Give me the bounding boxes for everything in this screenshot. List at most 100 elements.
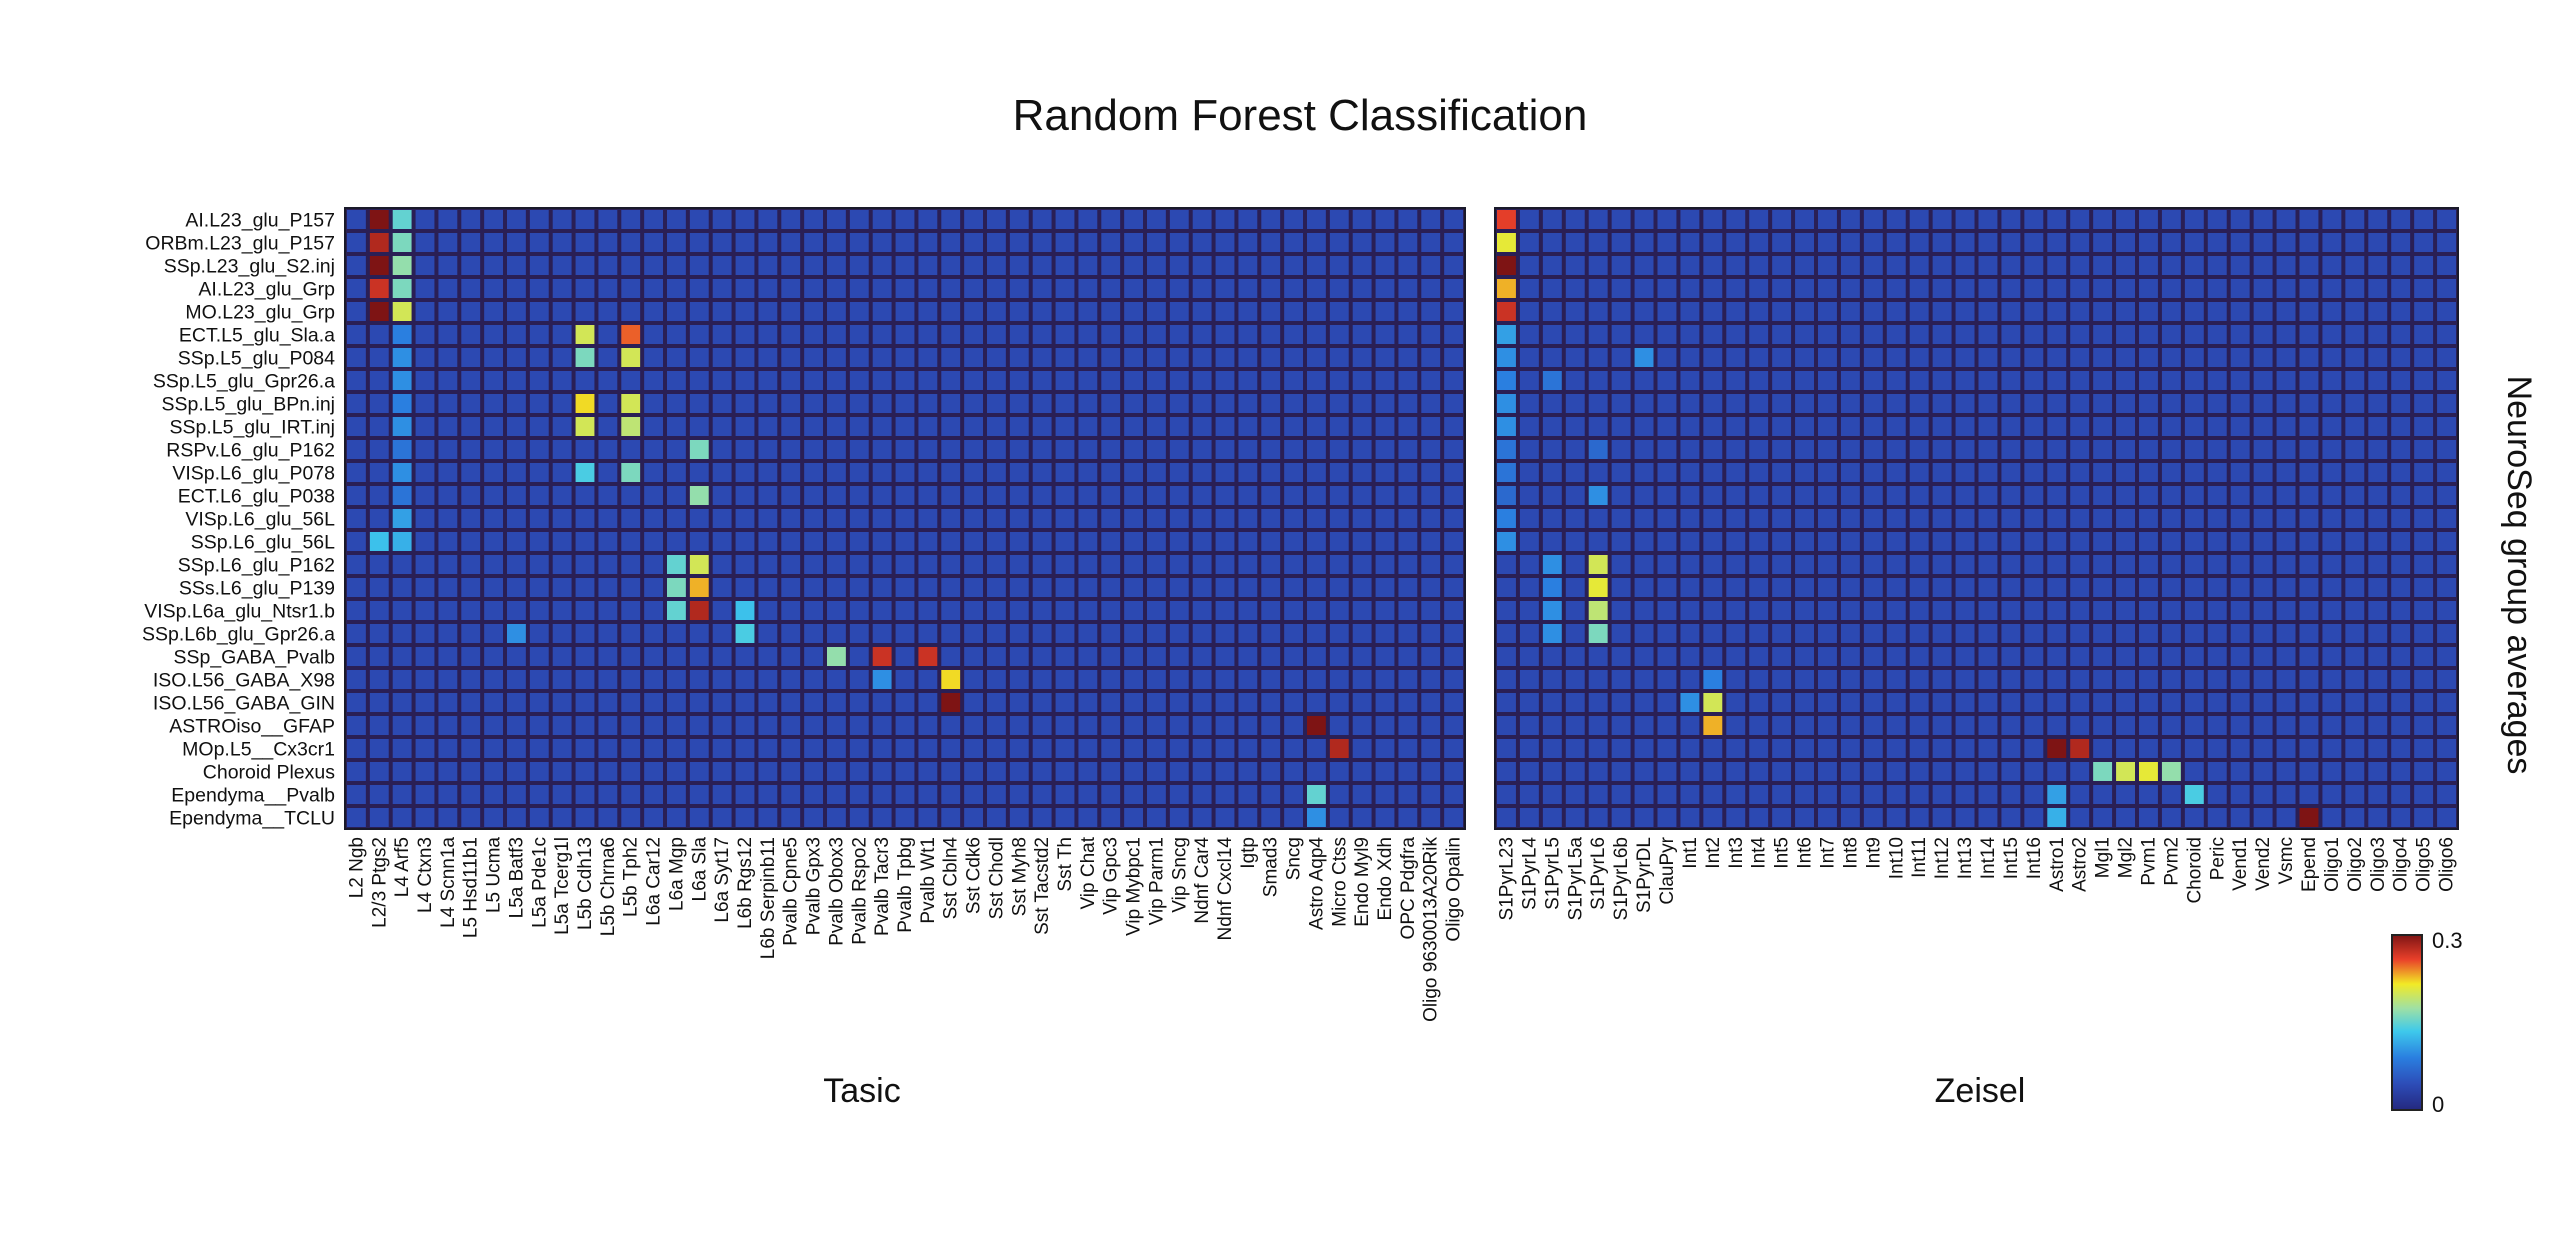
heatmap-cell (1955, 371, 1975, 390)
heatmap-cell (2047, 440, 2067, 459)
heatmap-cell (1307, 785, 1326, 804)
heatmap-cell (2116, 555, 2135, 574)
heatmap-cell (1818, 233, 1837, 252)
heatmap-cell (1192, 440, 1212, 459)
heatmap-cell (2391, 210, 2411, 229)
heatmap-cell (1101, 624, 1121, 643)
heatmap-cell (827, 256, 846, 275)
heatmap-cell (1352, 348, 1372, 367)
heatmap-cell (941, 647, 961, 666)
heatmap-cell (507, 578, 526, 597)
heatmap-cell (1932, 371, 1952, 390)
column-label: Int7 (1818, 837, 1839, 869)
heatmap-cell (1352, 785, 1372, 804)
heatmap-cell (484, 440, 503, 459)
heatmap-cell (2437, 256, 2456, 275)
heatmap-cell (2345, 693, 2365, 712)
heatmap-cell (941, 739, 961, 758)
heatmap-cell (1192, 716, 1212, 735)
heatmap-cell (827, 716, 846, 735)
heatmap-cell (1657, 555, 1677, 574)
heatmap-cell (872, 348, 892, 367)
heatmap-cell (2207, 509, 2227, 528)
heatmap-cell (1840, 785, 1860, 804)
heatmap-cell (1978, 716, 1998, 735)
heatmap-cell (1421, 233, 1441, 252)
heatmap-cell (918, 279, 938, 298)
heatmap-cell (2322, 325, 2342, 344)
heatmap-cell (1611, 670, 1631, 689)
heatmap-cell (1565, 417, 1585, 436)
heatmap-cell (461, 325, 481, 344)
heatmap-cell (575, 601, 595, 620)
heatmap-cell (415, 693, 435, 712)
heatmap-cell (1634, 785, 1654, 804)
heatmap-cell (2139, 463, 2158, 482)
heatmap-cell (895, 601, 915, 620)
heatmap-cell (1352, 693, 1372, 712)
heatmap-cell (1542, 555, 1562, 574)
heatmap-cell (2116, 279, 2135, 298)
heatmap-cell (392, 279, 412, 298)
heatmap-cell (2161, 463, 2181, 482)
row-label: RSPv.L6_glu_P162 (166, 440, 335, 462)
heatmap-cell (2437, 693, 2456, 712)
heatmap-cell (1611, 693, 1631, 712)
heatmap-cell (2047, 302, 2067, 321)
heatmap-cell (1634, 555, 1654, 574)
column-label: Astro1 (2047, 837, 2068, 892)
heatmap-cell (2070, 440, 2090, 459)
column-label: Int12 (1932, 837, 1953, 879)
heatmap-cell (781, 808, 801, 827)
heatmap-cell (461, 762, 481, 781)
heatmap-cell (2001, 394, 2021, 413)
heatmap-cell (2139, 601, 2158, 620)
heatmap-cell (964, 440, 983, 459)
heatmap-cell (575, 256, 595, 275)
heatmap-cell (2230, 670, 2250, 689)
heatmap-cell (507, 348, 526, 367)
heatmap-cell (2070, 348, 2090, 367)
heatmap-cell (1329, 509, 1349, 528)
heatmap-cell (461, 739, 481, 758)
heatmap-cell (507, 739, 526, 758)
heatmap-cell (1588, 739, 1608, 758)
heatmap-cell (598, 716, 618, 735)
heatmap-cell (484, 325, 503, 344)
heatmap-cell (1398, 417, 1418, 436)
heatmap-cell (1169, 739, 1189, 758)
heatmap-cell (1444, 670, 1463, 689)
heatmap-cell (1307, 601, 1326, 620)
heatmap-cell (2070, 762, 2090, 781)
heatmap-cell (1497, 670, 1516, 689)
heatmap-cell (2093, 509, 2113, 528)
heatmap-cell (1307, 210, 1326, 229)
heatmap-cell (2322, 371, 2342, 390)
heatmap-cell (1795, 463, 1814, 482)
heatmap-cell (1588, 325, 1608, 344)
heatmap-cell (2230, 532, 2250, 551)
heatmap-cell (1169, 256, 1189, 275)
heatmap-cell (1680, 762, 1700, 781)
heatmap-cell (781, 486, 801, 505)
heatmap-cell (461, 256, 481, 275)
heatmap-cell (2184, 417, 2204, 436)
heatmap-cell (1147, 716, 1166, 735)
heatmap-cell (1169, 647, 1189, 666)
heatmap-cell (2070, 486, 2090, 505)
heatmap-cell (1611, 233, 1631, 252)
heatmap-cell (1444, 716, 1463, 735)
heatmap-cell (2322, 693, 2342, 712)
heatmap-cell (1840, 624, 1860, 643)
heatmap-cell (1101, 210, 1121, 229)
heatmap-cell (1519, 716, 1539, 735)
heatmap-cell (2047, 233, 2067, 252)
heatmap-border (1494, 207, 2459, 830)
heatmap-cell (1863, 394, 1883, 413)
heatmap-cell (2024, 348, 2044, 367)
heatmap-cell (2139, 670, 2158, 689)
heatmap-cell (1840, 463, 1860, 482)
heatmap-cell (552, 233, 572, 252)
heatmap-cell (1497, 302, 1516, 321)
heatmap-cell (1375, 578, 1395, 597)
